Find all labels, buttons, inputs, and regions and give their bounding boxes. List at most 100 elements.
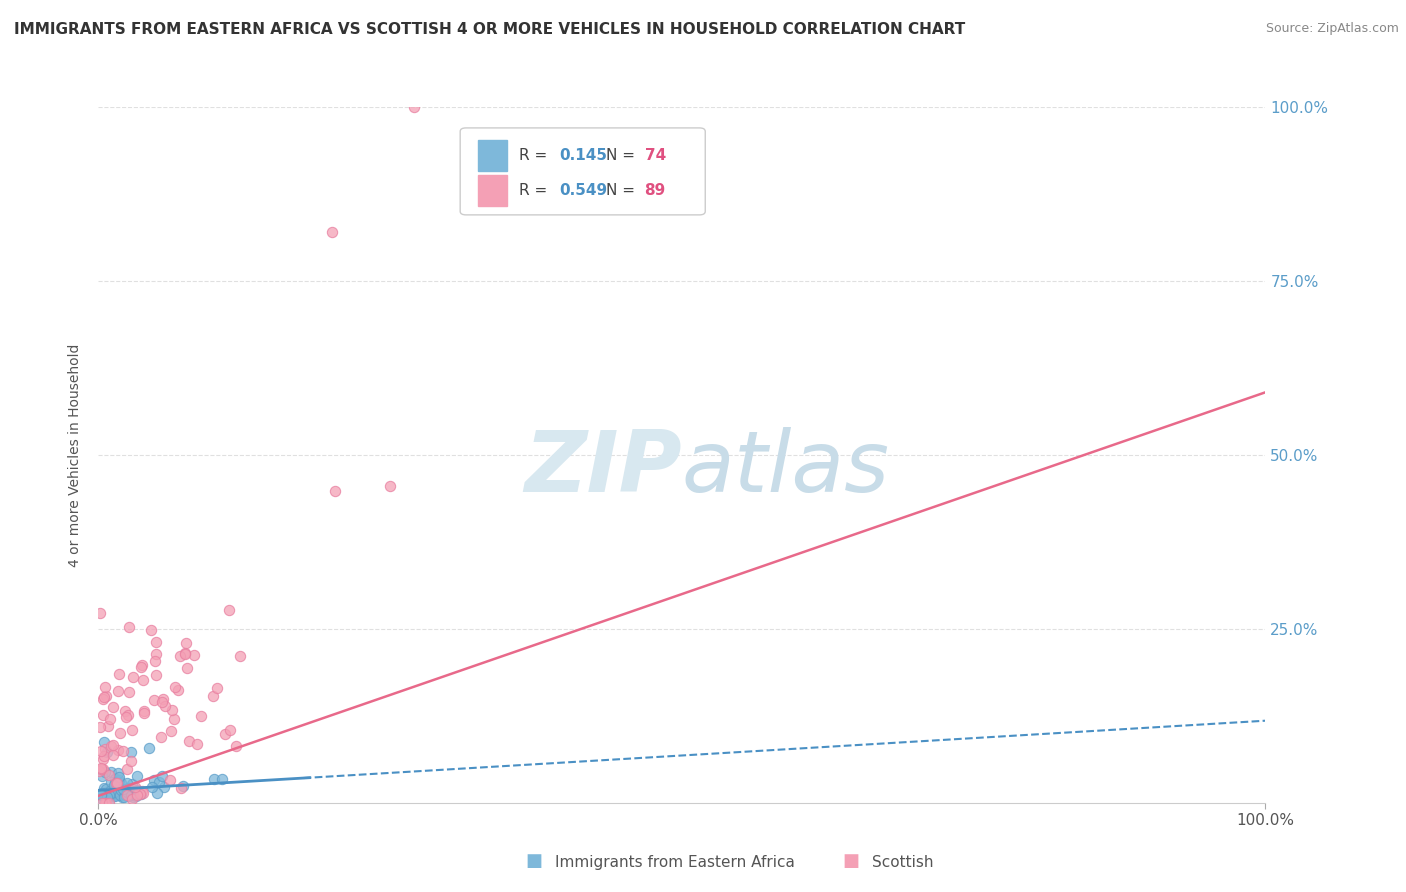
Point: [183, 648, 205, 662]
Point: [100, 739, 122, 753]
Point: [145, 635, 167, 649]
Point: [94, 680, 117, 694]
Point: [98, 789, 121, 803]
Point: [205, 681, 228, 695]
Text: 89: 89: [644, 183, 666, 198]
Point: [163, 712, 186, 726]
Point: [108, 726, 131, 740]
Point: [132, 673, 155, 687]
Text: Immigrants from Eastern Africa: Immigrants from Eastern Africa: [555, 855, 796, 870]
Point: [174, 646, 197, 660]
Point: [152, 692, 174, 706]
Point: [172, 779, 194, 793]
Text: N =: N =: [606, 183, 640, 198]
Point: [402, 100, 425, 114]
Point: [98, 712, 121, 726]
Point: [115, 786, 138, 800]
Point: [101, 700, 124, 714]
Point: [325, 483, 347, 498]
Point: [115, 776, 138, 790]
Point: [142, 773, 165, 788]
Text: R =: R =: [519, 148, 551, 163]
Point: [91, 708, 114, 723]
Point: [228, 648, 250, 663]
Point: [89, 795, 111, 809]
Point: [103, 789, 125, 804]
Point: [143, 654, 166, 668]
Point: [97, 768, 120, 782]
FancyBboxPatch shape: [478, 140, 508, 171]
Point: [120, 788, 142, 802]
Text: ■: ■: [526, 852, 543, 870]
Point: [127, 783, 149, 797]
Point: [98, 789, 121, 803]
Point: [105, 776, 128, 790]
Point: [115, 710, 138, 724]
Point: [107, 766, 129, 780]
Point: [134, 706, 156, 720]
Point: [97, 793, 120, 807]
Point: [112, 790, 135, 805]
Point: [145, 648, 167, 662]
Point: [121, 792, 143, 806]
Point: [202, 772, 225, 786]
Point: [145, 668, 167, 682]
Point: [218, 602, 240, 616]
Point: [107, 783, 129, 797]
Point: [90, 789, 112, 803]
Point: [101, 738, 124, 752]
Point: [160, 724, 183, 739]
Point: [114, 704, 136, 718]
Point: [97, 719, 120, 733]
Point: [211, 772, 233, 786]
Point: [153, 699, 176, 714]
Point: [138, 741, 160, 756]
Point: [131, 784, 153, 798]
Point: [150, 730, 173, 744]
Point: [117, 707, 139, 722]
Point: [110, 776, 132, 790]
Point: [150, 695, 173, 709]
Point: [104, 788, 127, 802]
Point: [128, 788, 150, 802]
Point: [117, 780, 139, 795]
Point: [108, 770, 131, 784]
FancyBboxPatch shape: [460, 128, 706, 215]
Point: [89, 720, 111, 734]
Point: [91, 762, 114, 776]
Point: [143, 693, 166, 707]
Point: [190, 708, 212, 723]
Point: [148, 775, 170, 789]
Text: Source: ZipAtlas.com: Source: ZipAtlas.com: [1265, 22, 1399, 36]
Point: [120, 755, 142, 769]
Point: [91, 769, 114, 783]
Point: [94, 785, 117, 799]
Point: [91, 751, 114, 765]
Point: [98, 796, 121, 810]
Point: [378, 479, 401, 493]
Point: [93, 781, 115, 796]
Point: [107, 684, 129, 698]
Point: [115, 782, 138, 797]
Point: [97, 784, 120, 798]
Point: [134, 704, 156, 718]
Y-axis label: 4 or more Vehicles in Household: 4 or more Vehicles in Household: [69, 343, 83, 566]
Point: [107, 783, 129, 797]
Point: [214, 727, 236, 741]
Point: [121, 777, 143, 791]
Point: [170, 781, 193, 796]
Point: [107, 667, 129, 681]
Point: [121, 723, 143, 738]
Point: [122, 789, 145, 804]
Point: [112, 743, 135, 757]
Point: [111, 789, 134, 804]
Text: IMMIGRANTS FROM EASTERN AFRICA VS SCOTTISH 4 OR MORE VEHICLES IN HOUSEHOLD CORRE: IMMIGRANTS FROM EASTERN AFRICA VS SCOTTI…: [14, 22, 966, 37]
Text: R =: R =: [519, 183, 551, 198]
Point: [152, 780, 174, 794]
Point: [96, 796, 118, 810]
Point: [125, 789, 148, 803]
Point: [103, 780, 125, 794]
Point: [125, 769, 148, 783]
Point: [96, 790, 118, 805]
Point: [87, 764, 110, 778]
